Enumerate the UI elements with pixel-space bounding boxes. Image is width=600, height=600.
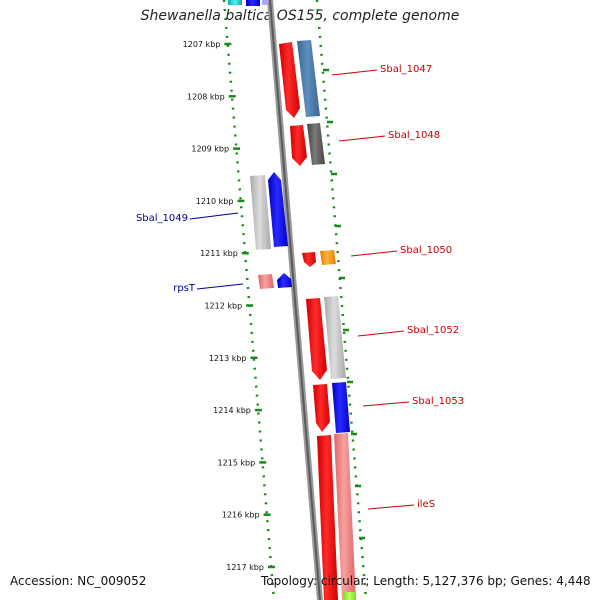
gene-sbal-1050-red[interactable] [302,252,316,267]
gene-label-sbal-1048[interactable]: Sbal_1048 [388,130,440,141]
genome-stats-text: Topology: circular; Length: 5,127,376 bp… [261,574,591,588]
gene-label-sbal-1047[interactable]: Sbal_1047 [380,64,432,75]
leader-sbal-1047 [331,69,378,76]
tick-marks: 1207 kbp 1208 kbp 1209 kbp 1210 kbp 1211 kbp… [183,40,275,572]
gene-sbal-1048-red[interactable] [290,125,307,166]
gene-sbal-1048-gray[interactable] [307,123,325,165]
gene-label-sbal-1053[interactable]: Sbal_1053 [412,396,464,407]
leader-sbal-1053 [362,401,410,407]
gene-cyan[interactable] [228,0,242,5]
map-title: Shewanella baltica OS155, complete genom… [140,8,460,24]
gene-rpst-pink[interactable] [258,274,274,289]
leader-sbal-1050 [350,250,398,257]
tick-label: 1209 kbp [191,145,229,154]
gene-sbal-1050-orange[interactable] [320,250,336,265]
gene-label-sbal-1052[interactable]: Sbal_1052 [407,325,459,336]
accession-text: Accession: NC_009052 [10,574,147,588]
tick-label: 1217 kbp [226,563,264,572]
gene-sbal-1047-red[interactable] [279,42,300,118]
tick-label: 1208 kbp [187,92,225,101]
gene-features [228,0,356,600]
tick-label: 1213 kbp [209,354,247,363]
gene-label-iles[interactable]: ileS [417,499,435,510]
tick-label: 1207 kbp [183,40,221,49]
leader-rpst [196,283,244,290]
leader-sbal-1052 [357,330,405,337]
ring-right-boundary [315,0,368,600]
leader-iles [367,504,415,510]
tick-label: 1212 kbp [204,302,242,311]
ring-right-dashes [323,68,365,540]
tick-label: 1214 kbp [213,406,251,415]
gene-label-rpst[interactable]: rpsT [173,283,196,294]
gene-iles-red[interactable] [317,435,338,600]
gene-label-sbal-1049[interactable]: Sbal_1049 [136,213,188,224]
gene-sbal-1052-red[interactable] [306,298,327,380]
gene-lightblue-top[interactable] [262,0,268,5]
ring-left-boundary [222,0,276,600]
gene-sbal-1049-lightgray[interactable] [250,175,271,250]
gene-sbal-1053-blue[interactable] [332,382,350,433]
tick-label: 1211 kbp [200,249,238,258]
leader-sbal-1049 [189,212,239,220]
gene-sbal-1053-red[interactable] [313,384,330,432]
gene-blue-top[interactable] [246,0,260,6]
gene-iles-pink[interactable] [334,433,356,600]
leader-sbal-1048 [338,135,386,142]
gene-sbal-1052-lightgray[interactable] [324,296,346,379]
gene-lime-bottom[interactable] [343,592,356,600]
gene-sbal-1047-steelblue[interactable] [297,40,320,117]
gene-rpst-blue[interactable] [277,273,292,288]
tick-label: 1215 kbp [218,458,256,467]
gene-labels: Sbal_1047 Sbal_1048 Sbal_1049 Sbal_1050 … [136,64,464,510]
gene-sbal-1049-blue[interactable] [268,172,288,247]
gene-label-sbal-1050[interactable]: Sbal_1050 [400,245,452,256]
tick-label: 1216 kbp [222,511,260,520]
tick-label: 1210 kbp [196,197,234,206]
genome-backbone-core [269,0,321,600]
